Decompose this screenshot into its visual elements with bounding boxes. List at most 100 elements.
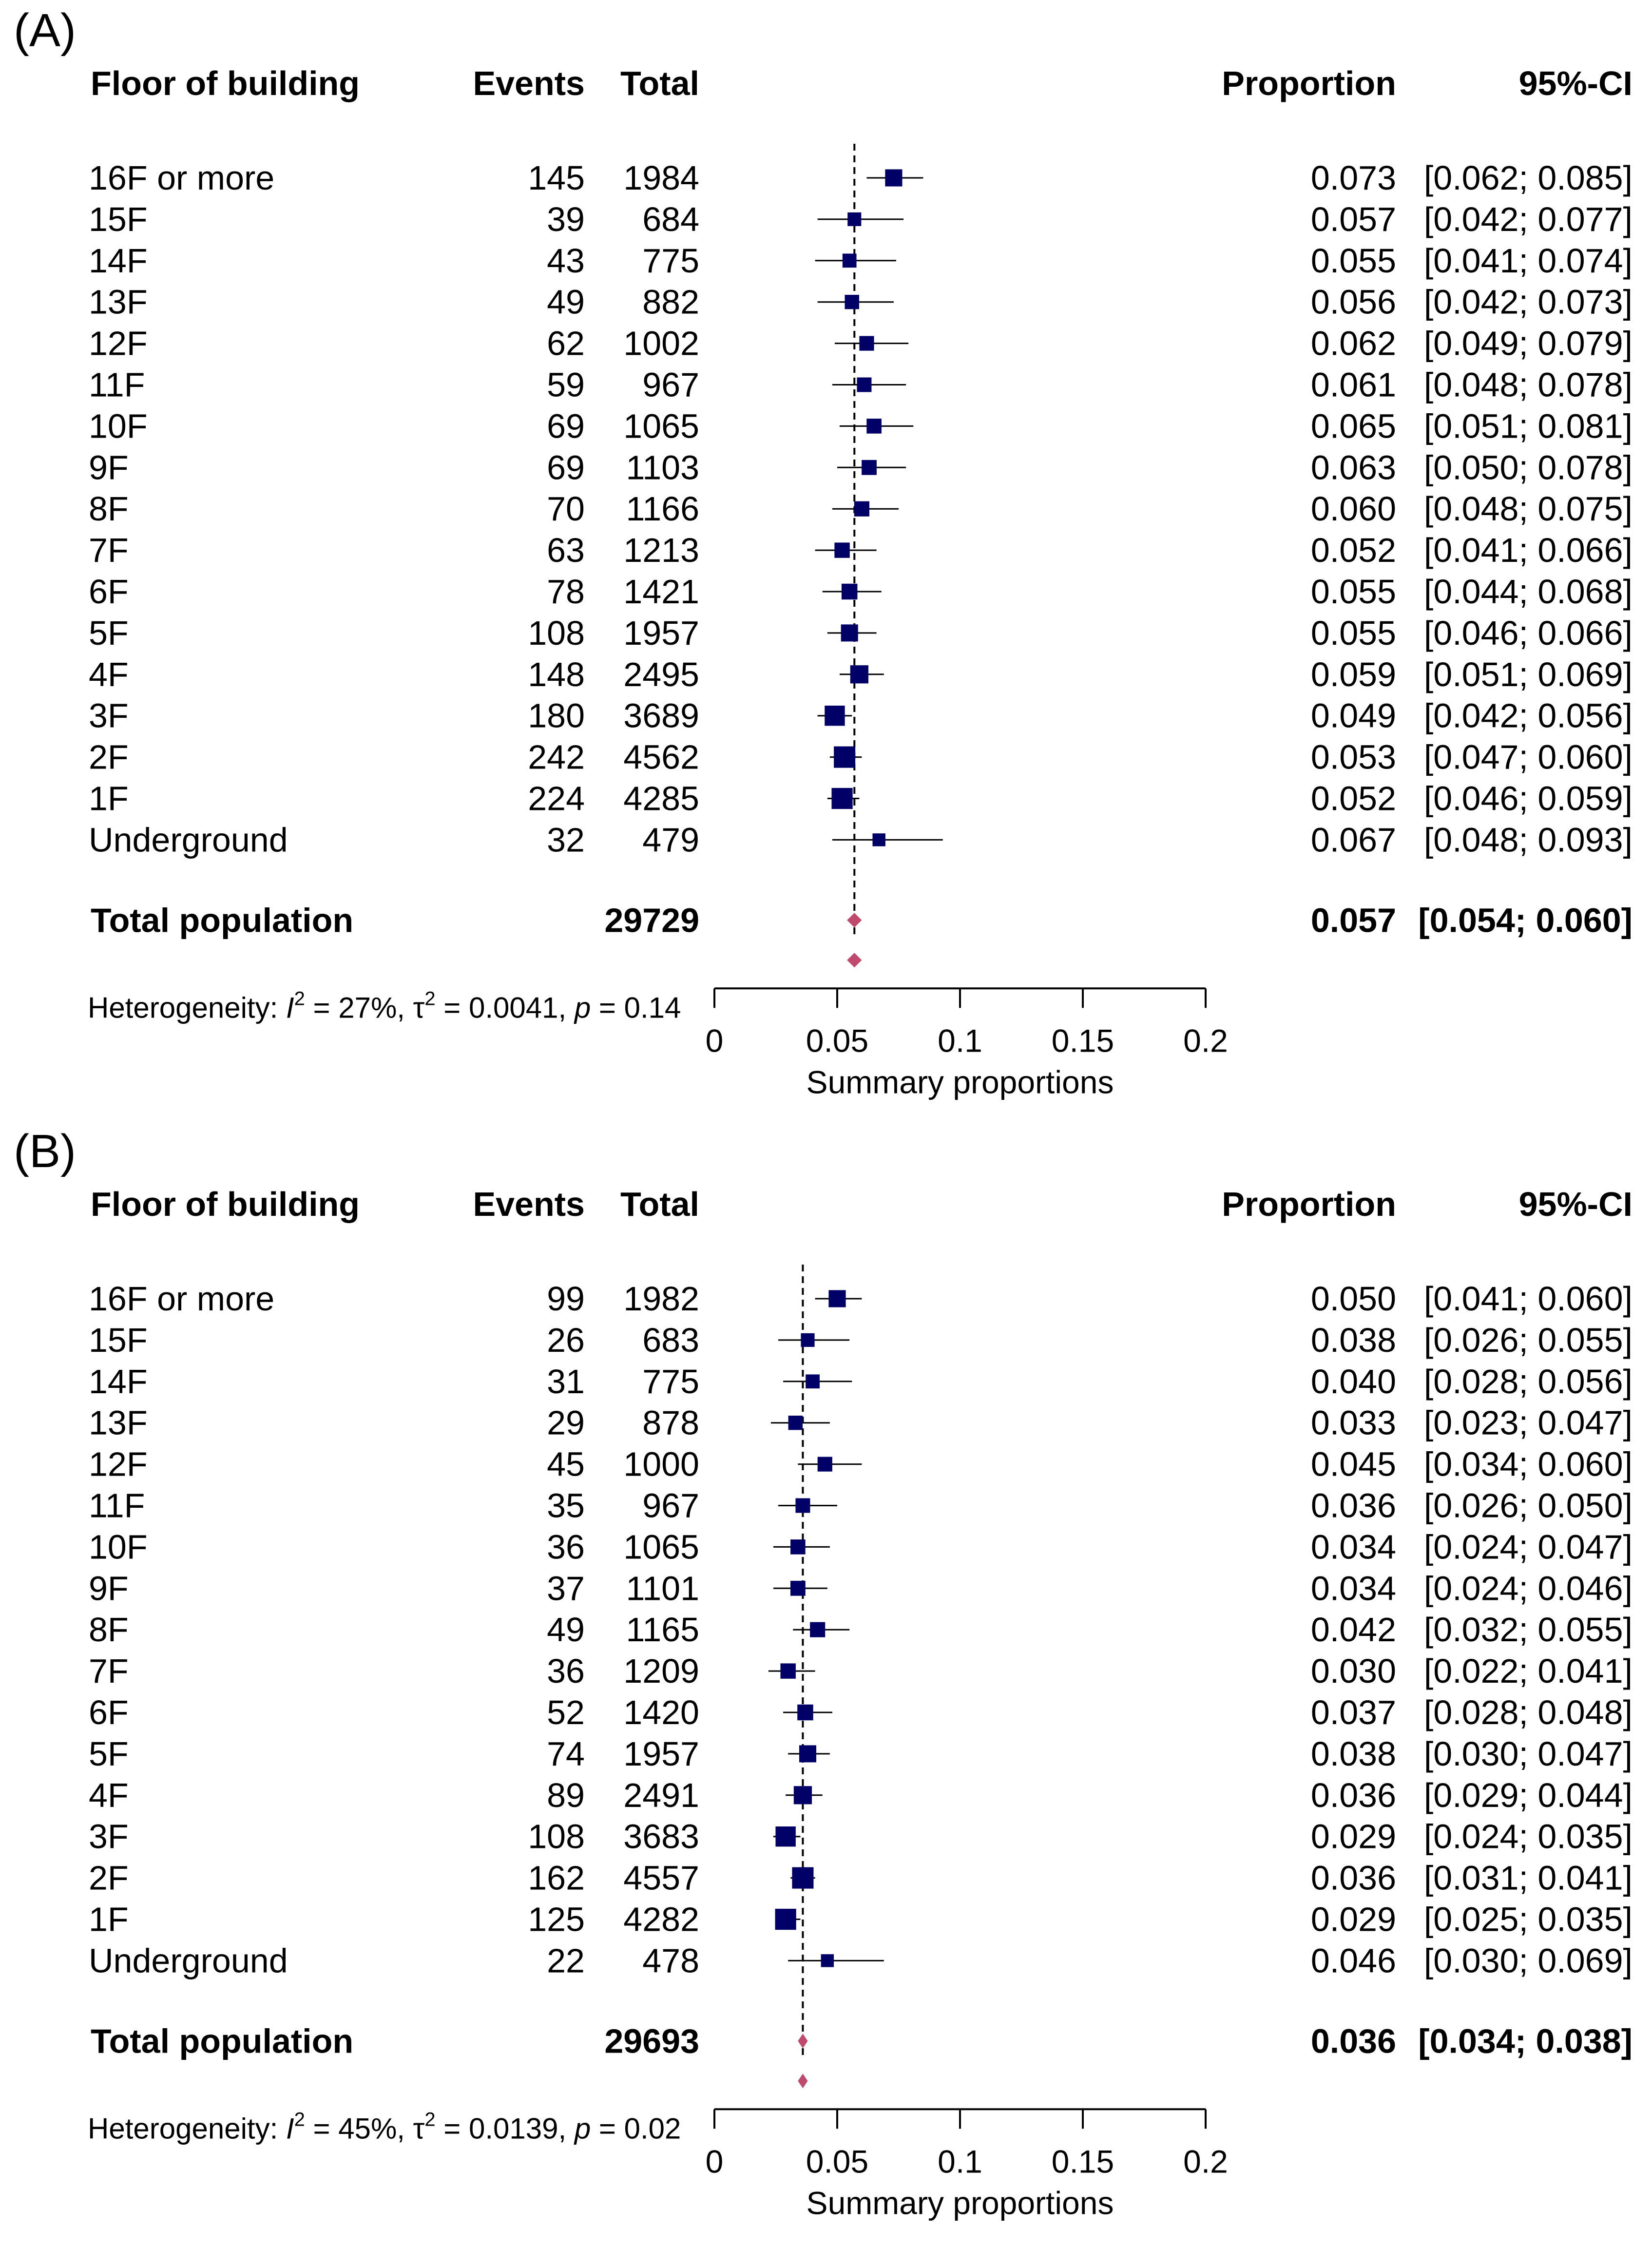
header-total: Total <box>620 1185 699 1223</box>
study-row: 2F 162 4557 0.036 [0.031; 0.041] <box>89 1859 1633 1897</box>
x-tick-label: 0.15 <box>1052 1022 1114 1058</box>
row-proportion: 0.042 <box>1311 1611 1396 1649</box>
row-total: 1166 <box>626 490 699 528</box>
x-tick-label: 0.05 <box>806 1022 868 1058</box>
row-total: 1421 <box>623 573 699 611</box>
study-row: 7F 36 1209 0.030 [0.022; 0.041] <box>89 1652 1633 1690</box>
heterogeneity-i2-sup: 2 <box>294 2109 305 2130</box>
row-events: 180 <box>528 697 585 735</box>
row-events: 89 <box>547 1776 585 1814</box>
row-ci: [0.030; 0.069] <box>1424 1941 1633 1979</box>
row-total: 1101 <box>626 1569 699 1607</box>
row-ci: [0.051; 0.081] <box>1424 407 1633 445</box>
row-total: 1209 <box>623 1652 699 1690</box>
study-row: 10F 69 1065 0.065 [0.051; 0.081] <box>89 407 1633 445</box>
row-total: 3689 <box>623 697 699 735</box>
x-tick-label: 0.2 <box>1183 2143 1228 2179</box>
row-events: 78 <box>547 573 585 611</box>
row-events: 242 <box>528 738 585 776</box>
row-events: 32 <box>547 821 585 859</box>
x-tick-label: 0 <box>706 2143 724 2179</box>
point-estimate-square <box>817 1457 832 1472</box>
study-row: 3F 108 3683 0.029 [0.024; 0.035] <box>89 1818 1633 1856</box>
row-floor-label: 10F <box>89 407 148 445</box>
point-estimate-square <box>834 542 850 558</box>
heterogeneity-p-symbol: p <box>574 2112 591 2145</box>
row-ci: [0.041; 0.060] <box>1424 1280 1633 1318</box>
row-events: 224 <box>528 780 585 818</box>
summary-label: Total population <box>91 901 353 939</box>
row-floor-label: 5F <box>89 1735 129 1773</box>
row-total: 478 <box>642 1941 699 1979</box>
study-row: 15F 39 684 0.057 [0.042; 0.077] <box>89 200 1633 238</box>
study-row: 14F 43 775 0.055 [0.041; 0.074] <box>89 242 1633 280</box>
point-estimate-square <box>790 1539 806 1555</box>
point-estimate-square <box>806 1374 820 1389</box>
row-ci: [0.049; 0.079] <box>1424 325 1633 363</box>
row-floor-label: 2F <box>89 1859 129 1897</box>
row-proportion: 0.038 <box>1311 1735 1396 1773</box>
row-ci: [0.062; 0.085] <box>1424 159 1633 197</box>
row-ci: [0.022; 0.041] <box>1424 1652 1633 1690</box>
study-row: 12F 45 1000 0.045 [0.034; 0.060] <box>89 1445 1633 1483</box>
heterogeneity-prefix: Heterogeneity: <box>88 2112 286 2145</box>
row-total: 967 <box>642 366 699 404</box>
row-events: 108 <box>528 614 585 652</box>
row-proportion: 0.055 <box>1311 573 1396 611</box>
row-ci: [0.026; 0.050] <box>1424 1487 1633 1525</box>
row-events: 74 <box>547 1735 585 1773</box>
point-estimate-square <box>841 624 858 642</box>
heterogeneity-tau-value: = 0.0041, <box>436 991 575 1024</box>
summary-proportion: 0.036 <box>1311 2022 1396 2060</box>
row-floor-label: 13F <box>89 1404 148 1442</box>
x-axis: 0 0.05 0.1 0.15 0.2 Summary proportions <box>706 2108 1228 2221</box>
row-ci: [0.028; 0.048] <box>1424 1693 1633 1731</box>
row-ci: [0.023; 0.047] <box>1424 1404 1633 1442</box>
row-ci: [0.041; 0.066] <box>1424 531 1633 569</box>
x-axis: 0 0.05 0.1 0.15 0.2 Summary proportions <box>706 987 1228 1100</box>
heterogeneity-prefix: Heterogeneity: <box>88 991 286 1024</box>
row-events: 125 <box>528 1901 585 1939</box>
row-total: 1065 <box>623 1528 699 1566</box>
row-floor-label: 12F <box>89 1445 148 1483</box>
point-estimate-square <box>780 1663 796 1679</box>
row-proportion: 0.050 <box>1311 1280 1396 1318</box>
row-proportion: 0.034 <box>1311 1528 1396 1566</box>
row-total: 4562 <box>623 738 699 776</box>
x-tick-label: 0 <box>706 1022 724 1058</box>
row-events: 49 <box>547 283 585 321</box>
row-events: 99 <box>547 1280 585 1318</box>
row-floor-label: Underground <box>89 1941 288 1979</box>
heterogeneity-tau-symbol: τ <box>413 991 425 1024</box>
row-proportion: 0.067 <box>1311 821 1396 859</box>
row-ci: [0.032; 0.055] <box>1424 1611 1633 1649</box>
point-estimate-square <box>842 253 857 268</box>
row-total: 1103 <box>626 448 699 486</box>
row-proportion: 0.036 <box>1311 1859 1396 1897</box>
header-proportion: Proportion <box>1222 64 1396 102</box>
row-events: 108 <box>528 1818 585 1856</box>
x-axis-title: Summary proportions <box>807 1064 1114 1100</box>
header-total: Total <box>620 64 699 102</box>
point-estimate-square <box>857 377 872 392</box>
row-events: 26 <box>547 1321 585 1359</box>
heterogeneity-i2-value: = 45%, <box>305 2112 413 2145</box>
point-estimate-square <box>775 1826 796 1847</box>
row-proportion: 0.046 <box>1311 1941 1396 1979</box>
study-row: 4F 148 2495 0.059 [0.051; 0.069] <box>89 655 1633 693</box>
x-axis-title: Summary proportions <box>807 2185 1114 2221</box>
row-total: 1957 <box>623 1735 699 1773</box>
row-ci: [0.030; 0.047] <box>1424 1735 1633 1773</box>
row-floor-label: 8F <box>89 1611 129 1649</box>
row-total: 2491 <box>623 1776 699 1814</box>
summary-total: 29729 <box>604 901 699 939</box>
point-estimate-square <box>831 787 853 809</box>
row-events: 145 <box>528 159 585 197</box>
heterogeneity-tau-symbol: τ <box>413 2112 425 2145</box>
row-ci: [0.046; 0.059] <box>1424 780 1633 818</box>
row-ci: [0.042; 0.077] <box>1424 200 1633 238</box>
summary-ci: [0.034; 0.038] <box>1418 2022 1633 2060</box>
row-events: 45 <box>547 1445 585 1483</box>
heterogeneity-i2-symbol: I <box>286 2112 294 2145</box>
